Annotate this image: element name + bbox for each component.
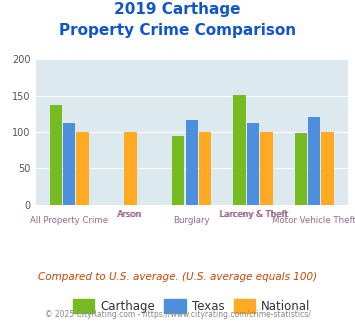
Bar <box>295 133 307 205</box>
Bar <box>247 123 259 205</box>
Text: Larceny & Theft: Larceny & Theft <box>220 210 289 218</box>
Text: Property Crime Comparison: Property Crime Comparison <box>59 23 296 38</box>
Text: All Property Crime: All Property Crime <box>30 216 108 225</box>
Text: 2019 Carthage: 2019 Carthage <box>114 2 241 16</box>
Text: Larceny & Theft: Larceny & Theft <box>219 210 287 218</box>
Text: Arson: Arson <box>117 210 142 218</box>
Text: Burglary: Burglary <box>173 216 210 225</box>
Bar <box>63 122 75 205</box>
Bar <box>186 120 198 205</box>
Bar <box>172 136 185 205</box>
Legend: Carthage, Texas, National: Carthage, Texas, National <box>69 295 315 318</box>
Bar <box>76 132 89 205</box>
Bar <box>49 105 62 205</box>
Text: Arson: Arson <box>118 210 143 218</box>
Text: © 2025 CityRating.com - https://www.cityrating.com/crime-statistics/: © 2025 CityRating.com - https://www.city… <box>45 310 310 319</box>
Bar <box>322 132 334 205</box>
Bar <box>199 132 211 205</box>
Bar <box>124 132 137 205</box>
Bar <box>233 95 246 205</box>
Bar <box>260 132 273 205</box>
Bar <box>308 117 321 205</box>
Text: Compared to U.S. average. (U.S. average equals 100): Compared to U.S. average. (U.S. average … <box>38 272 317 282</box>
Text: Motor Vehicle Theft: Motor Vehicle Theft <box>272 216 355 225</box>
